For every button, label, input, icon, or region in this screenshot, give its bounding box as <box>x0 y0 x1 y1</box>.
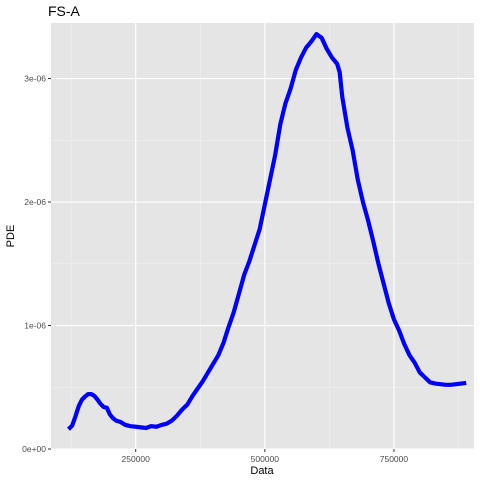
density-line <box>67 32 467 431</box>
plot-panel <box>51 23 474 449</box>
y-tick-label: 1e-06 <box>24 321 46 331</box>
y-tick-label: 3e-06 <box>24 74 46 84</box>
y-axis-ticks: 0e+00 1e-06 2e-06 3e-06 <box>22 74 51 454</box>
x-tick-label: 250000 <box>122 454 151 464</box>
y-tick-label: 0e+00 <box>22 444 46 454</box>
major-gridlines <box>51 23 474 450</box>
series-layer <box>67 32 467 431</box>
x-axis-label: Data <box>250 465 274 477</box>
x-tick-label: 750000 <box>380 454 409 464</box>
y-axis-label: PDE <box>5 225 17 248</box>
x-tick-label: 500000 <box>251 454 280 464</box>
y-tick-label: 2e-06 <box>24 197 46 207</box>
x-axis-ticks: 250000 500000 750000 <box>122 449 409 464</box>
chart-title: FS-A <box>48 3 81 19</box>
minor-gridlines <box>51 23 474 449</box>
